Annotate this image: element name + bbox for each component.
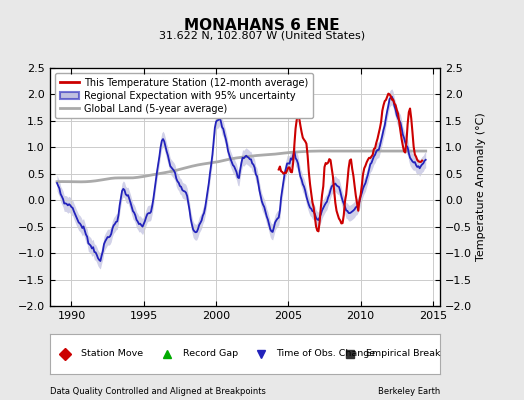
Text: Berkeley Earth: Berkeley Earth [378,387,440,396]
Y-axis label: Temperature Anomaly (°C): Temperature Anomaly (°C) [476,113,486,261]
Text: Empirical Break: Empirical Break [366,350,441,358]
Legend: This Temperature Station (12-month average), Regional Expectation with 95% uncer: This Temperature Station (12-month avera… [54,73,313,118]
Text: 31.622 N, 102.807 W (United States): 31.622 N, 102.807 W (United States) [159,30,365,40]
Text: Station Move: Station Move [81,350,143,358]
Text: Record Gap: Record Gap [182,350,238,358]
Text: Time of Obs. Change: Time of Obs. Change [276,350,375,358]
Text: Data Quality Controlled and Aligned at Breakpoints: Data Quality Controlled and Aligned at B… [50,387,266,396]
Text: MONAHANS 6 ENE: MONAHANS 6 ENE [184,18,340,33]
